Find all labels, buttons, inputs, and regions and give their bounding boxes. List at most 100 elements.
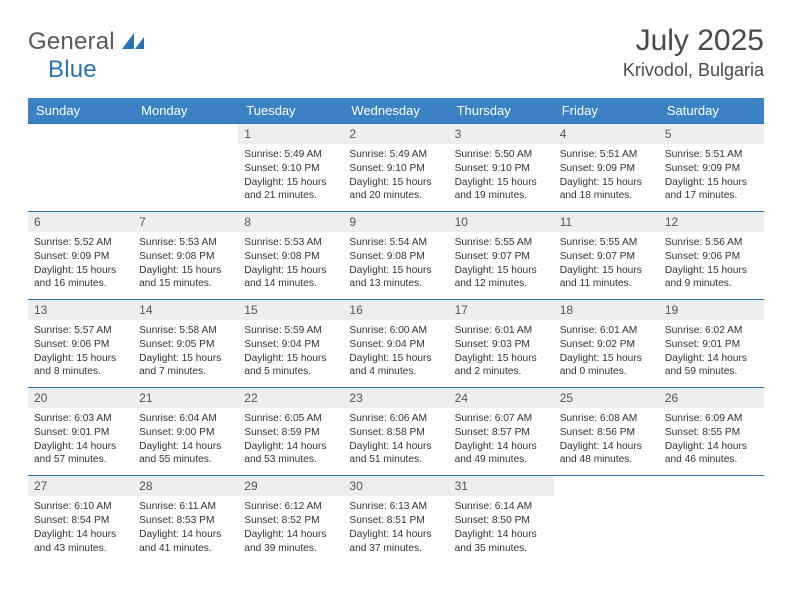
day-info: Sunrise: 6:04 AMSunset: 9:00 PMDaylight:… (139, 412, 232, 467)
day-info: Sunrise: 6:02 AMSunset: 9:01 PMDaylight:… (665, 324, 758, 379)
day-info: Sunrise: 6:00 AMSunset: 9:04 PMDaylight:… (349, 324, 442, 379)
day-info: Sunrise: 5:55 AMSunset: 9:07 PMDaylight:… (560, 236, 653, 291)
calendar-body: 1 Sunrise: 5:49 AMSunset: 9:10 PMDaylight… (28, 124, 764, 564)
day-info: Sunrise: 5:55 AMSunset: 9:07 PMDaylight:… (455, 236, 548, 291)
day-number: 29 (238, 476, 343, 496)
day-cell: 3 Sunrise: 5:50 AMSunset: 9:10 PMDaylight… (449, 124, 554, 212)
week-row: 27Sunrise: 6:10 AMSunset: 8:54 PMDayligh… (28, 476, 764, 564)
day-cell: 10 Sunrise: 5:55 AMSunset: 9:07 PMDayligh… (449, 212, 554, 300)
day-info: Sunrise: 6:01 AMSunset: 9:02 PMDaylight:… (560, 324, 653, 379)
day-info: Sunrise: 6:13 AMSunset: 8:51 PMDaylight:… (349, 500, 442, 555)
day-cell: 17 Sunrise: 6:01 AMSunset: 9:03 PMDayligh… (449, 300, 554, 388)
day-cell: 6Sunrise: 5:52 AMSunset: 9:09 PMDaylight… (28, 212, 133, 300)
day-cell: 26Sunrise: 6:09 AMSunset: 8:55 PMDayligh… (659, 388, 764, 476)
day-cell: 5Sunrise: 5:51 AMSunset: 9:09 PMDaylight… (659, 124, 764, 212)
day-number: 30 (343, 476, 448, 496)
day-cell: 24Sunrise: 6:07 AMSunset: 8:57 PMDayligh… (449, 388, 554, 476)
day-cell: 29 Sunrise: 6:12 AMSunset: 8:52 PMDayligh… (238, 476, 343, 564)
day-cell: 16 Sunrise: 6:00 AMSunset: 9:04 PMDayligh… (343, 300, 448, 388)
day-info: Sunrise: 6:12 AMSunset: 8:52 PMDaylight:… (244, 500, 337, 555)
day-info: Sunrise: 6:09 AMSunset: 8:55 PMDaylight:… (665, 412, 758, 467)
logo-text-blue: Blue (48, 56, 97, 83)
day-cell: 14 Sunrise: 5:58 AMSunset: 9:05 PMDayligh… (133, 300, 238, 388)
month-title: July 2025 (623, 24, 764, 58)
day-number: 13 (28, 300, 133, 320)
calendar-page: General Blue July 2025 Krivodol, Bulgari… (0, 0, 792, 612)
day-number: 7 (133, 212, 238, 232)
week-row: 20 Sunrise: 6:03 AMSunset: 9:01 PMDayligh… (28, 388, 764, 476)
day-cell: 9 Sunrise: 5:54 AMSunset: 9:08 PMDaylight… (343, 212, 448, 300)
day-info: Sunrise: 6:05 AMSunset: 8:59 PMDaylight:… (244, 412, 337, 467)
calendar-header-row: SundayMondayTuesdayWednesdayThursdayFrid… (28, 98, 764, 124)
day-number: 22 (238, 388, 343, 408)
day-header-thursday: Thursday (449, 98, 554, 124)
day-number: 4 (554, 124, 659, 144)
day-cell: 30 Sunrise: 6:13 AMSunset: 8:51 PMDayligh… (343, 476, 448, 564)
day-header-friday: Friday (554, 98, 659, 124)
day-number: 16 (343, 300, 448, 320)
day-cell: 11Sunrise: 5:55 AMSunset: 9:07 PMDayligh… (554, 212, 659, 300)
day-cell: 2 Sunrise: 5:49 AMSunset: 9:10 PMDaylight… (343, 124, 448, 212)
day-number: 8 (238, 212, 343, 232)
week-row: 6Sunrise: 5:52 AMSunset: 9:09 PMDaylight… (28, 212, 764, 300)
location-subtitle: Krivodol, Bulgaria (623, 60, 764, 81)
day-number: 9 (343, 212, 448, 232)
day-info: Sunrise: 5:49 AMSunset: 9:10 PMDaylight:… (244, 148, 337, 203)
day-number: 18 (554, 300, 659, 320)
day-cell: 12 Sunrise: 5:56 AMSunset: 9:06 PMDayligh… (659, 212, 764, 300)
day-header-sunday: Sunday (28, 98, 133, 124)
logo-text-general: General (28, 28, 115, 55)
day-info: Sunrise: 5:53 AMSunset: 9:08 PMDaylight:… (244, 236, 337, 291)
day-cell: 1 Sunrise: 5:49 AMSunset: 9:10 PMDaylight… (238, 124, 343, 212)
day-number: 28 (133, 476, 238, 496)
day-number: 20 (28, 388, 133, 408)
day-info: Sunrise: 5:58 AMSunset: 9:05 PMDaylight:… (139, 324, 232, 379)
day-number: 14 (133, 300, 238, 320)
day-info: Sunrise: 6:08 AMSunset: 8:56 PMDaylight:… (560, 412, 653, 467)
logo-text: General Blue (28, 28, 144, 84)
day-info: Sunrise: 5:51 AMSunset: 9:09 PMDaylight:… (560, 148, 653, 203)
day-number: 10 (449, 212, 554, 232)
day-header-monday: Monday (133, 98, 238, 124)
day-info: Sunrise: 6:14 AMSunset: 8:50 PMDaylight:… (455, 500, 548, 555)
day-number: 3 (449, 124, 554, 144)
day-info: Sunrise: 5:50 AMSunset: 9:10 PMDaylight:… (455, 148, 548, 203)
day-info: Sunrise: 6:01 AMSunset: 9:03 PMDaylight:… (455, 324, 548, 379)
day-cell: 25Sunrise: 6:08 AMSunset: 8:56 PMDayligh… (554, 388, 659, 476)
day-number: 21 (133, 388, 238, 408)
day-cell: 15Sunrise: 5:59 AMSunset: 9:04 PMDayligh… (238, 300, 343, 388)
day-number: 12 (659, 212, 764, 232)
day-number: 31 (449, 476, 554, 496)
day-info: Sunrise: 6:03 AMSunset: 9:01 PMDaylight:… (34, 412, 127, 467)
day-cell: 4 Sunrise: 5:51 AMSunset: 9:09 PMDaylight… (554, 124, 659, 212)
day-info: Sunrise: 5:49 AMSunset: 9:10 PMDaylight:… (349, 148, 442, 203)
day-number: 17 (449, 300, 554, 320)
header: General Blue July 2025 Krivodol, Bulgari… (28, 24, 764, 84)
day-cell: 22 Sunrise: 6:05 AMSunset: 8:59 PMDayligh… (238, 388, 343, 476)
day-info: Sunrise: 5:56 AMSunset: 9:06 PMDaylight:… (665, 236, 758, 291)
day-cell: 19 Sunrise: 6:02 AMSunset: 9:01 PMDayligh… (659, 300, 764, 388)
day-number: 19 (659, 300, 764, 320)
logo-sail-icon (122, 28, 144, 44)
day-info: Sunrise: 5:51 AMSunset: 9:09 PMDaylight:… (665, 148, 758, 203)
day-cell: 8 Sunrise: 5:53 AMSunset: 9:08 PMDaylight… (238, 212, 343, 300)
day-info: Sunrise: 6:11 AMSunset: 8:53 PMDaylight:… (139, 500, 232, 555)
day-number: 2 (343, 124, 448, 144)
day-number: 1 (238, 124, 343, 144)
day-cell: 21 Sunrise: 6:04 AMSunset: 9:00 PMDayligh… (133, 388, 238, 476)
day-header-saturday: Saturday (659, 98, 764, 124)
day-number: 15 (238, 300, 343, 320)
day-number: 6 (28, 212, 133, 232)
day-cell: 13Sunrise: 5:57 AMSunset: 9:06 PMDayligh… (28, 300, 133, 388)
day-cell (133, 124, 238, 212)
logo: General Blue (28, 24, 144, 84)
day-cell (28, 124, 133, 212)
day-cell: 7Sunrise: 5:53 AMSunset: 9:08 PMDaylight… (133, 212, 238, 300)
day-cell: 28 Sunrise: 6:11 AMSunset: 8:53 PMDayligh… (133, 476, 238, 564)
day-info: Sunrise: 5:54 AMSunset: 9:08 PMDaylight:… (349, 236, 442, 291)
day-number: 23 (343, 388, 448, 408)
day-cell: 23Sunrise: 6:06 AMSunset: 8:58 PMDayligh… (343, 388, 448, 476)
day-info: Sunrise: 6:07 AMSunset: 8:57 PMDaylight:… (455, 412, 548, 467)
week-row: 1 Sunrise: 5:49 AMSunset: 9:10 PMDaylight… (28, 124, 764, 212)
day-header-wednesday: Wednesday (343, 98, 448, 124)
